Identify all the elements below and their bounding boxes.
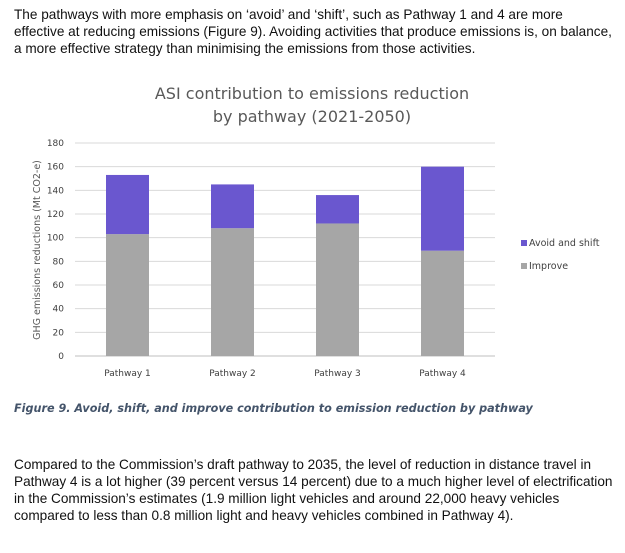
chart-title-line-2: by pathway (2021-2050) — [213, 107, 411, 126]
legend-swatch — [521, 240, 527, 246]
y-tick-label: 0 — [58, 352, 64, 362]
x-tick-label: Pathway 4 — [419, 369, 466, 379]
y-tick-label: 160 — [47, 163, 64, 173]
legend: Avoid and shift Improve — [521, 238, 600, 272]
bar-avoid-and-shift-3 — [316, 195, 359, 224]
bar-improve-3 — [316, 223, 359, 356]
legend-label: Improve — [529, 261, 568, 272]
x-tick-label: Pathway 3 — [314, 369, 361, 379]
bar-avoid-and-shift-2 — [211, 184, 254, 229]
stacked-bar-chart: ASI contribution to emissions reduction … — [32, 84, 600, 379]
legend-swatch — [521, 263, 527, 269]
y-tick-label: 180 — [47, 139, 64, 149]
y-tick-label: 40 — [53, 305, 65, 315]
y-tick-label: 20 — [53, 328, 65, 338]
y-tick-labels: 0 20 40 60 80 100 120 140 160 180 — [47, 139, 64, 362]
figure-caption: Figure 9. Avoid, shift, and improve cont… — [14, 402, 533, 415]
y-tick-label: 120 — [47, 210, 64, 220]
bar-improve-2 — [211, 228, 254, 356]
body-paragraph: Compared to the Commission’s draft pathw… — [14, 457, 613, 523]
x-tick-label: Pathway 1 — [104, 369, 151, 379]
bars — [106, 166, 464, 356]
bar-improve-4 — [421, 250, 464, 356]
bar-avoid-and-shift-1 — [106, 174, 149, 235]
legend-label: Avoid and shift — [529, 238, 600, 249]
bar-improve-1 — [106, 234, 149, 356]
bar-avoid-and-shift-4 — [421, 166, 464, 251]
x-tick-label: Pathway 2 — [209, 369, 256, 379]
chart-title-line-1: ASI contribution to emissions reduction — [155, 84, 469, 103]
y-tick-label: 60 — [53, 281, 65, 291]
intro-paragraph: The pathways with more emphasis on ‘avoi… — [14, 7, 612, 56]
y-tick-label: 80 — [53, 257, 65, 267]
y-tick-label: 140 — [47, 186, 64, 196]
y-tick-label: 100 — [47, 234, 64, 244]
y-axis-label: GHG emissions reductions (Mt CO2-e) — [32, 160, 43, 340]
x-tick-labels: Pathway 1 Pathway 2 Pathway 3 Pathway 4 — [104, 369, 466, 379]
